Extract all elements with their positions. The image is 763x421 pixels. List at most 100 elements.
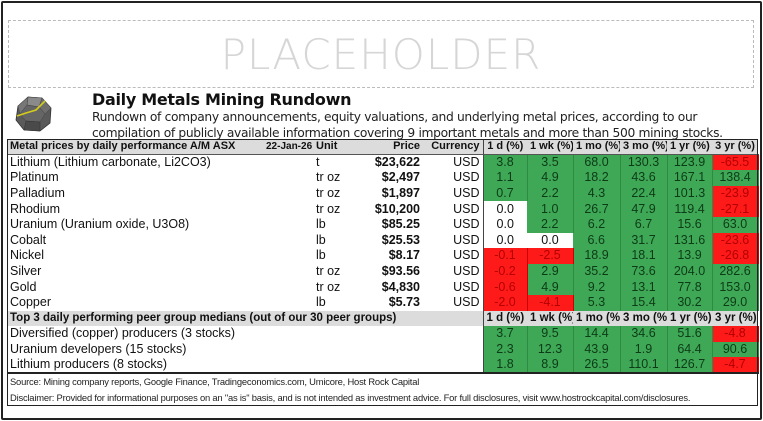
peer-change-1mo: 14.4 xyxy=(573,326,621,342)
metal-date-blank xyxy=(263,248,313,264)
metal-row: Cobalt lb $25.53 USD 0.0 0.0 6.6 31.7 131.6 -23.6 xyxy=(7,232,759,249)
metal-price: $2,497 xyxy=(381,170,420,185)
metal-price: $5.73 xyxy=(388,295,420,310)
metal-change-1mo: 9.2 xyxy=(573,279,621,295)
metal-date-blank xyxy=(263,217,313,233)
peer-header-1wk: 1 wk (%) xyxy=(527,310,573,327)
metal-currency: USD xyxy=(423,201,484,217)
peer-header-row: Top 3 daily performing peer group median… xyxy=(7,310,758,327)
metal-currency: USD xyxy=(423,170,484,186)
metal-row: Palladium tr oz $1,897 USD 0.7 2.2 4.3 22.4 101.… xyxy=(7,185,759,202)
metal-change-1wk: 2.2 xyxy=(527,185,574,202)
metal-row: Gold tr oz $4,830 USD -0.6 4.9 9.2 13.1 77.8 153.… xyxy=(7,279,759,295)
peer-change-3yr: -4.8 xyxy=(712,326,759,342)
metal-change-1wk: 1.0 xyxy=(527,201,574,217)
metal-name: Cobalt xyxy=(10,232,47,247)
metal-name: Palladium xyxy=(10,186,65,201)
metal-change-3yr: -23.9 xyxy=(712,185,759,202)
peer-change-3mo: 110.1 xyxy=(620,357,668,374)
metal-change-3yr: 282.6 xyxy=(712,263,759,280)
header-3yr: 3 yr (%) xyxy=(712,139,758,156)
metal-change-1wk: 4.9 xyxy=(527,279,574,295)
metal-currency: USD xyxy=(423,248,484,264)
header-metal-name: Metal prices by daily performance A/M AS… xyxy=(7,139,263,156)
metal-row: Nickel lb $8.17 USD -0.1 -2.5 18.9 18.1 13.9 -26.… xyxy=(7,248,759,264)
disclaimer-text: Disclaimer: Provided for informational p… xyxy=(10,391,691,403)
metal-change-1yr: 101.3 xyxy=(667,185,713,202)
metal-change-1d: 0.7 xyxy=(483,185,528,202)
metal-currency: USD xyxy=(423,232,484,249)
header-1mo: 1 mo (%) xyxy=(573,139,620,156)
metal-change-1wk: -4.1 xyxy=(527,294,574,311)
placeholder-banner: PLACEHOLDER xyxy=(8,20,754,88)
metal-change-1yr: 77.8 xyxy=(667,279,713,295)
metal-change-1wk: 2.2 xyxy=(527,216,574,233)
metal-name: Uranium (Uranium oxide, U3O8) xyxy=(10,217,190,232)
metal-change-1mo: 26.7 xyxy=(573,201,621,217)
metal-unit: lb xyxy=(316,295,326,310)
peer-change-1wk: 8.9 xyxy=(527,357,574,374)
metal-price: $85.25 xyxy=(381,217,420,232)
peer-change-1wk: 9.5 xyxy=(527,326,574,342)
peer-row: Uranium developers (15 stocks) 2.3 12.3 43.… xyxy=(7,341,759,358)
metal-change-1wk: 2.9 xyxy=(527,263,574,280)
metal-name: Platinum xyxy=(10,170,59,185)
metal-change-1yr: 204.0 xyxy=(667,263,713,280)
metal-change-1yr: 13.9 xyxy=(667,248,713,264)
peer-change-3yr: 90.6 xyxy=(712,341,759,358)
peer-group-name: Diversified (copper) producers (3 stocks… xyxy=(7,326,484,342)
metal-unit: tr oz xyxy=(316,264,341,279)
metal-change-3mo: 130.3 xyxy=(620,154,668,171)
metal-change-3mo: 47.9 xyxy=(620,201,668,217)
metal-change-1mo: 5.3 xyxy=(573,294,621,311)
metal-row: Platinum tr oz $2,497 USD 1.1 4.9 18.2 43.6 167.… xyxy=(7,170,759,186)
metal-currency: USD xyxy=(423,185,484,202)
metal-unit: tr oz xyxy=(316,170,341,185)
peer-change-3mo: 34.6 xyxy=(620,326,668,342)
metal-change-3mo: 73.6 xyxy=(620,263,668,280)
source-row: Source: Mining company reports, Google F… xyxy=(7,372,758,390)
metal-change-3yr: 153.0 xyxy=(712,279,759,295)
metal-row: Lithium (Lithium carbonate, Li2CO3) t $23,… xyxy=(7,154,759,171)
header-1d: 1 d (%) xyxy=(483,139,527,156)
metal-change-1wk: -2.5 xyxy=(527,248,574,264)
peer-change-1d: 3.7 xyxy=(483,326,528,342)
metal-unit: lb xyxy=(316,217,326,232)
placeholder-text: PLACEHOLDER xyxy=(220,29,542,79)
metal-price: $1,897 xyxy=(381,186,420,201)
metal-change-1wk: 4.9 xyxy=(527,170,574,186)
metal-change-3mo: 18.1 xyxy=(620,248,668,264)
metal-change-3yr: 63.0 xyxy=(712,216,759,233)
metal-change-1yr: 167.1 xyxy=(667,170,713,186)
metal-change-1wk: 3.5 xyxy=(527,154,574,171)
header-unit: Unit xyxy=(313,139,365,156)
metal-change-1wk: 0.0 xyxy=(527,232,573,249)
source-text: Source: Mining company reports, Google F… xyxy=(7,372,758,390)
metal-row: Rhodium tr oz $10,200 USD 0.0 1.0 26.7 47.9 119.… xyxy=(7,201,759,217)
metal-date-blank xyxy=(263,264,313,280)
metal-change-1mo: 4.3 xyxy=(573,185,621,202)
metal-change-1yr: 123.9 xyxy=(667,154,713,171)
metal-date-blank xyxy=(263,295,313,311)
metal-currency: USD xyxy=(423,154,484,171)
metal-unit: tr oz xyxy=(316,201,341,216)
metal-change-1d: -2.0 xyxy=(483,294,528,311)
header-currency: Currency xyxy=(423,139,484,156)
peer-change-3mo: 1.9 xyxy=(620,341,668,358)
metal-date-blank xyxy=(263,170,313,186)
metals-table: Metal prices by daily performance A/M AS… xyxy=(7,139,759,405)
metal-change-3yr: -26.8 xyxy=(712,248,759,264)
header-date: 22-Jan-26 xyxy=(263,139,313,156)
header-price: Price xyxy=(365,139,423,156)
peer-change-1yr: 126.7 xyxy=(667,357,713,374)
metal-change-3yr: -27.1 xyxy=(712,201,759,217)
metal-date-blank xyxy=(263,279,313,295)
peer-header-1yr: 1 yr (%) xyxy=(667,310,712,327)
metal-date-blank xyxy=(263,155,313,171)
metal-change-3yr: -65.5 xyxy=(712,154,759,171)
metal-name: Gold xyxy=(10,279,37,294)
metal-change-1d: 3.8 xyxy=(483,154,528,171)
peer-group-name: Uranium developers (15 stocks) xyxy=(7,341,484,358)
metal-date-blank xyxy=(263,201,313,217)
